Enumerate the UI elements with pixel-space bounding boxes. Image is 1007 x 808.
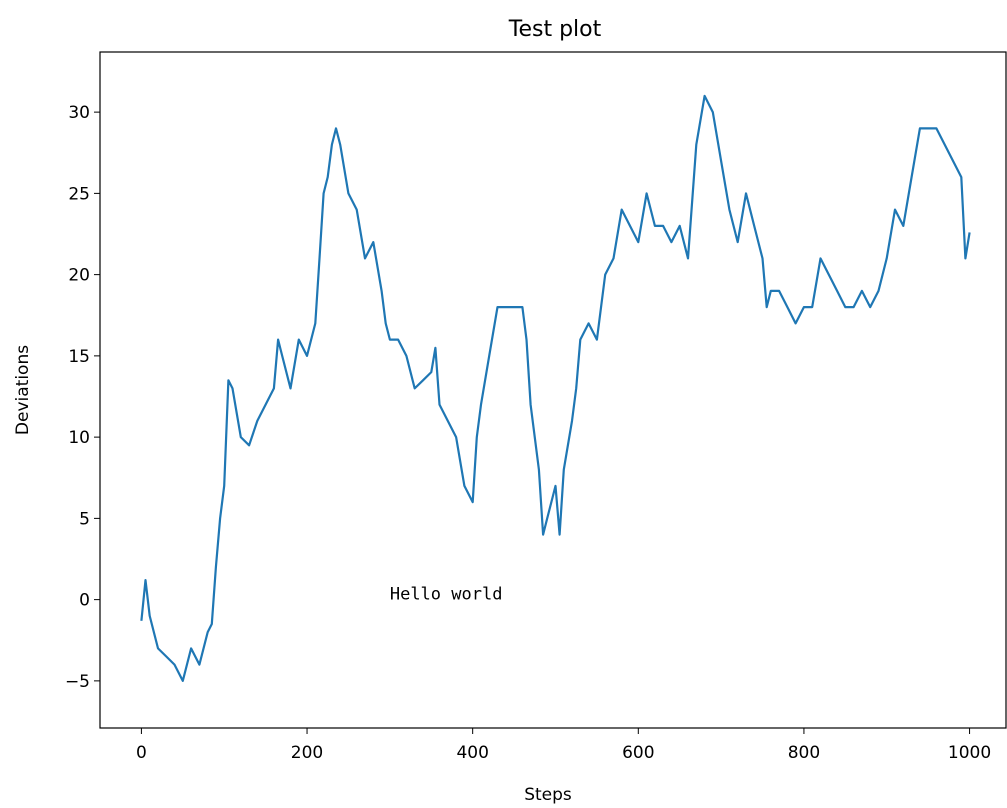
y-axis-label: Deviations [13, 345, 33, 435]
y-tick-label: 0 [79, 591, 90, 611]
x-tick-label: 400 [456, 743, 488, 763]
x-tick-label: 600 [622, 743, 654, 763]
y-tick-label: 10 [68, 428, 90, 448]
y-tick-label: 30 [68, 103, 90, 123]
x-tick-label: 1000 [948, 743, 991, 763]
annotation: Hello world [390, 585, 503, 605]
x-tick-label: 200 [291, 743, 323, 763]
y-tick-label: 5 [79, 509, 90, 529]
y-tick-label: 15 [68, 347, 90, 367]
data-line [140, 94, 971, 682]
y-tick-label: 20 [68, 266, 90, 286]
x-axis-label: Steps [524, 785, 572, 805]
x-tick-label: 0 [136, 743, 147, 763]
chart-title: Test plot [508, 17, 602, 42]
y-tick-label: −5 [65, 672, 90, 692]
y-tick-label: 25 [68, 184, 90, 204]
x-tick-label: 800 [788, 743, 820, 763]
plot-frame [99, 51, 1007, 729]
